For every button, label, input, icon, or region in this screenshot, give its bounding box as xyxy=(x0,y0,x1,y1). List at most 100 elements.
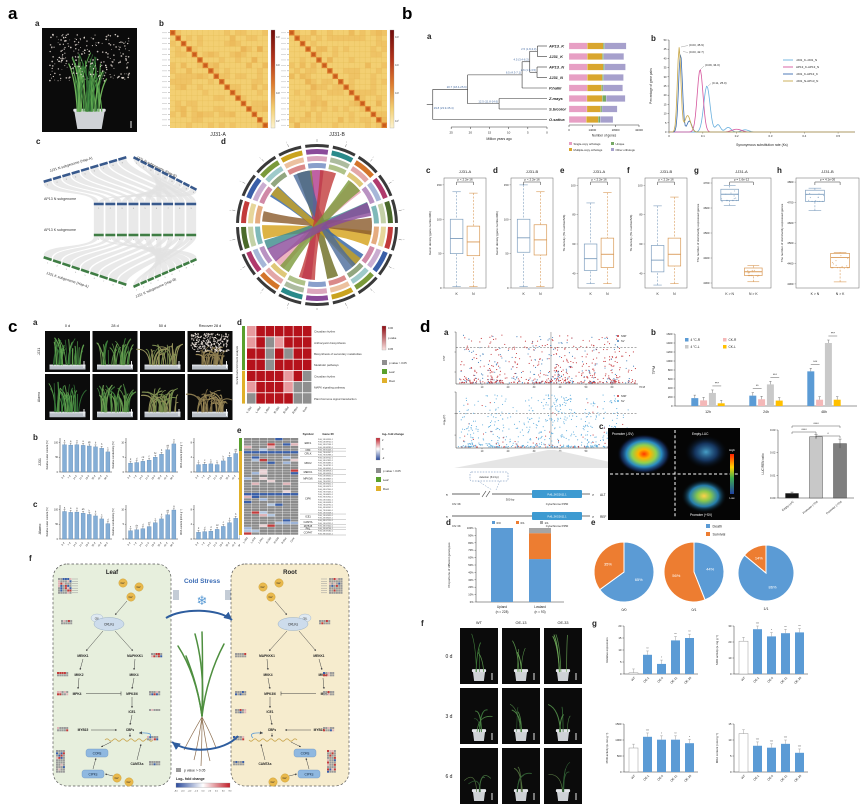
svg-text:Alamo: Alamo xyxy=(38,524,42,535)
svg-text:150: 150 xyxy=(437,183,442,187)
svg-text:MDA content (nmol g⁻¹): MDA content (nmol g⁻¹) xyxy=(180,509,183,535)
panel-d-luc: Promoter (-SV) Empty-LUC Promoter (+SV) Hig… xyxy=(596,422,864,522)
panel-c-label: c xyxy=(8,317,18,336)
svg-text:15: 15 xyxy=(664,102,667,106)
svg-text:3: 3 xyxy=(66,179,68,181)
svg-text:25: 25 xyxy=(664,84,667,88)
svg-text:—: — xyxy=(239,268,242,271)
svg-text:CK-R: CK-R xyxy=(729,338,737,342)
svg-text:5': 5' xyxy=(446,493,449,497)
panel-c-pathway: Leaf Ca²⁺ Ca²⁺ Ca²⁺ CBL CRLKs MEKK1 MAPKKK1 MKK2… xyxy=(26,554,376,806)
svg-text:5: 5 xyxy=(164,178,166,180)
svg-text:50 d: 50 d xyxy=(104,474,110,480)
svg-text:4700: 4700 xyxy=(703,181,710,185)
svg-text:p < 2.2e-16: p < 2.2e-16 xyxy=(524,178,540,182)
svg-text:1/1: 1/1 xyxy=(764,607,769,611)
panel-d-oechart-label: g xyxy=(592,619,597,628)
svg-text:deletion (61 bp): deletion (61 bp) xyxy=(479,475,499,479)
svg-text:(n = 93): (n = 93) xyxy=(534,610,545,614)
svg-text:200: 200 xyxy=(668,395,673,399)
svg-text:80%: 80% xyxy=(468,541,474,545)
svg-text:d: d xyxy=(210,526,212,529)
svg-text:Survival: Survival xyxy=(713,533,726,537)
svg-text:30: 30 xyxy=(664,75,667,79)
svg-text:0: 0 xyxy=(568,128,570,132)
svg-text:6 d: 6 d xyxy=(446,774,453,780)
svg-text:28 d: 28 d xyxy=(85,541,91,547)
svg-text:4400: 4400 xyxy=(787,262,794,266)
svg-text:50: 50 xyxy=(664,38,667,42)
svg-text:***: *** xyxy=(756,737,760,741)
svg-text:CBL: CBL xyxy=(303,619,308,621)
svg-text:SV: SV xyxy=(621,399,625,403)
svg-text:4: 4 xyxy=(75,272,77,274)
svg-text:9: 9 xyxy=(191,208,193,210)
svg-text:SNP: SNP xyxy=(621,334,627,338)
svg-text:7: 7 xyxy=(179,271,181,273)
svg-text:PvB_9KG5902.1: PvB_9KG5902.1 xyxy=(318,497,334,499)
svg-text:PvB_3KG6683.1: PvB_3KG6683.1 xyxy=(318,463,334,465)
svg-text:PvB_6KG8809.1: PvB_6KG8809.1 xyxy=(318,478,334,480)
svg-text:CBFs: CBFs xyxy=(126,728,135,732)
svg-text:p value > 0.05: p value > 0.05 xyxy=(184,769,206,773)
svg-text:100%: 100% xyxy=(467,526,474,530)
svg-text:**: ** xyxy=(688,630,691,634)
svg-text:20.7 (18.4-25.9): 20.7 (18.4-25.9) xyxy=(447,85,467,89)
svg-text:PAL: PAL xyxy=(306,526,311,530)
panel-a-circos: —————————————————— xyxy=(222,136,412,314)
svg-text:0 d: 0 d xyxy=(65,324,70,328)
svg-text:42 d: 42 d xyxy=(231,474,237,480)
svg-text:PvB_3KG2611.1: PvB_3KG2611.1 xyxy=(547,493,567,497)
svg-text:—: — xyxy=(286,141,289,144)
svg-text:Genic density (gene number/Mb): Genic density (gene number/Mb) xyxy=(495,211,499,255)
svg-text:Metabolic pathways: Metabolic pathways xyxy=(314,363,339,367)
svg-text:***: *** xyxy=(756,622,760,626)
svg-text:CBL: CBL xyxy=(95,619,100,621)
svg-text:p < 2.2e-16: p < 2.2e-16 xyxy=(658,178,674,182)
svg-text:OE-4: OE-4 xyxy=(766,774,774,782)
svg-text:PvB_7KG5660.1: PvB_7KG5660.1 xyxy=(318,510,334,512)
svg-text:42000: 42000 xyxy=(635,128,643,132)
svg-text:28 d: 28 d xyxy=(151,541,157,547)
svg-text:40: 40 xyxy=(559,386,562,389)
svg-text:4500: 4500 xyxy=(703,231,710,235)
svg-text:MPK4: MPK4 xyxy=(321,692,330,696)
svg-text:90%: 90% xyxy=(468,533,474,537)
svg-text:40: 40 xyxy=(572,271,576,275)
svg-text:0 d: 0 d xyxy=(195,474,200,479)
panel-a-hic-jj31-a: 10³ 10² 10¹ 10⁰ JJ31-A xyxy=(158,26,281,138)
svg-text:0: 0 xyxy=(123,538,125,541)
svg-text:9: 9 xyxy=(193,265,195,267)
svg-text:SOD activity (u·mg g⁻¹): SOD activity (u·mg g⁻¹) xyxy=(715,635,719,665)
svg-text:4300: 4300 xyxy=(787,282,794,286)
svg-text:0: 0 xyxy=(730,672,732,676)
svg-text:Relative expression: Relative expression xyxy=(605,637,609,663)
svg-text:7: 7 xyxy=(103,281,105,283)
svg-text:—: — xyxy=(259,156,262,159)
svg-text:0 d: 0 d xyxy=(446,654,453,660)
svg-text:4 °C-L: 4 °C-L xyxy=(691,345,700,349)
svg-text:Promoter (+SV): Promoter (+SV) xyxy=(825,500,843,516)
svg-text:d: d xyxy=(204,526,206,529)
svg-text:P.hallii: P.hallii xyxy=(549,85,562,90)
svg-text:b: b xyxy=(95,442,97,445)
svg-text:70 Mbs: 70 Mbs xyxy=(639,385,645,389)
svg-text:****: **** xyxy=(813,422,819,426)
svg-text:4: 4 xyxy=(157,280,159,282)
svg-text:MAPKKK1: MAPKKK1 xyxy=(127,654,143,658)
panel-a-circos-label: d xyxy=(221,137,226,146)
svg-text:600: 600 xyxy=(668,377,673,381)
svg-text:8: 8 xyxy=(112,165,114,167)
panel-a-synteny: 1 2 3 4 5 6 7 8 9 1 2 3 4 5 6 7 8 9 1 2 3 4 5 6 7 8 9 1 2 3 4 5 6 7 8 9 1 2 3 4… xyxy=(36,142,221,307)
svg-text:K: K xyxy=(522,292,525,296)
svg-text:Proportions of different genot: Proportions of different genotypes xyxy=(447,542,451,587)
svg-text:MKK4: MKK4 xyxy=(129,673,138,677)
svg-text:MPK4: MPK4 xyxy=(73,692,82,696)
panel-b-phylo-label: a xyxy=(427,32,432,41)
svg-text:100: 100 xyxy=(437,217,442,221)
svg-text:14 d: 14 d xyxy=(139,474,145,480)
svg-text:—: — xyxy=(346,306,349,309)
svg-text:4: 4 xyxy=(191,456,193,459)
svg-text:Multiple-copy orthologs: Multiple-copy orthologs xyxy=(574,148,603,152)
